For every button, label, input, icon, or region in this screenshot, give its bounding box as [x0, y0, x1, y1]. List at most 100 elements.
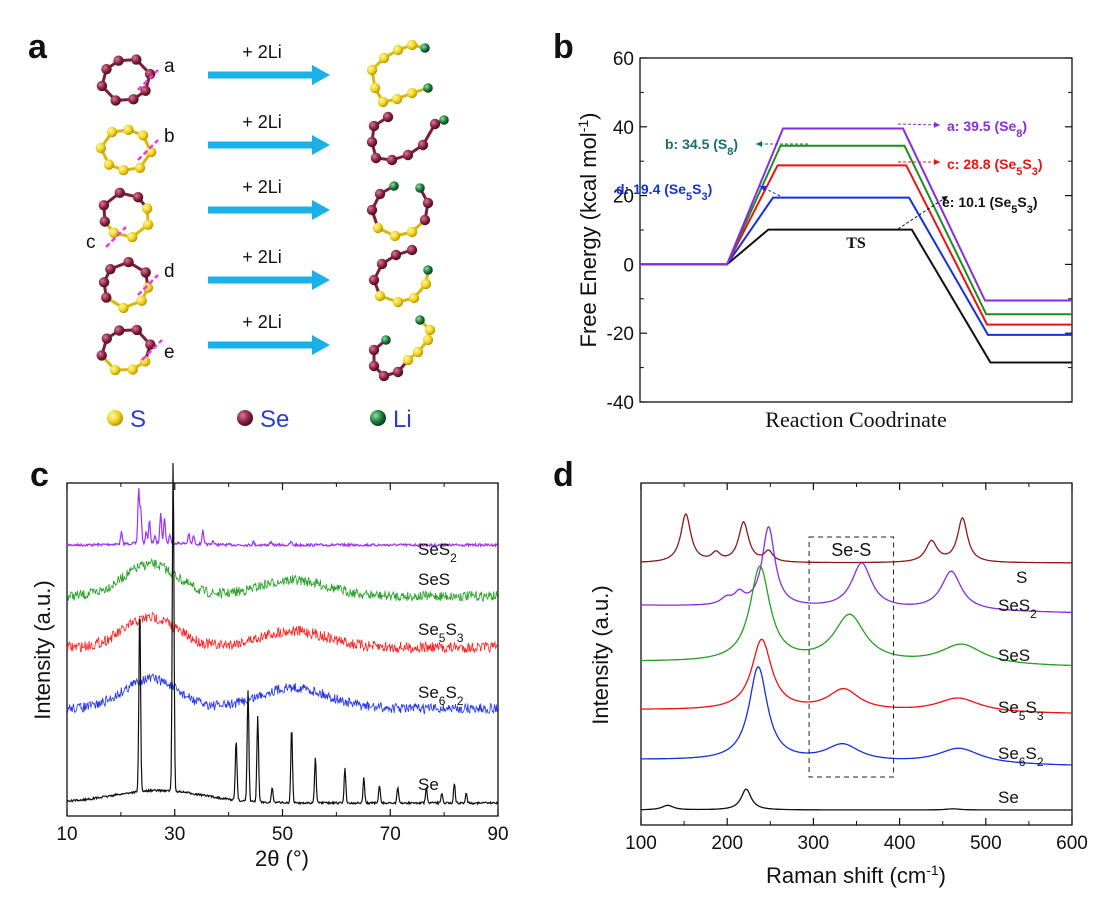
selenium-atom	[114, 325, 125, 336]
raman-spectrum	[641, 788, 1072, 811]
sulfur-atom	[106, 126, 118, 138]
panel-b-ylabel: Free Energy (kcal mol-1)	[575, 113, 601, 348]
cleavage-mark	[137, 274, 159, 296]
sulfur-atom	[408, 292, 420, 304]
sulfur-atom	[142, 219, 154, 230]
selenium-atom	[368, 120, 380, 132]
selenium-atom	[96, 80, 108, 92]
panel-a-label: a	[28, 28, 48, 66]
energy-label-b: b: 34.5 (S8)	[665, 136, 738, 158]
selenium-atom	[422, 197, 434, 209]
xrd-series-label: Se5S3	[418, 620, 464, 645]
selenium-atom	[128, 94, 139, 105]
lithium-atom	[381, 335, 391, 345]
selenium-atom	[110, 95, 121, 106]
sulfur-atom	[145, 146, 157, 158]
panel-c-xlabel: 2θ (°)	[255, 846, 309, 871]
selenium-atom	[406, 244, 418, 256]
selenium-atom	[390, 249, 402, 261]
ytick-label: -20	[607, 324, 634, 345]
xtick-label: 400	[884, 833, 916, 854]
reaction-arrowhead	[312, 200, 330, 220]
lithium-atom	[389, 181, 399, 191]
lithium-atom	[415, 183, 425, 193]
xrd-pattern	[66, 462, 499, 806]
energy-label-a: a: 39.5 (Se8)	[947, 118, 1027, 140]
cut-label-a: a	[164, 56, 175, 77]
sulfur-atom	[366, 64, 378, 76]
raman-spectrum	[641, 565, 1073, 667]
cut-label-d: d	[164, 261, 175, 282]
selenium-atom	[101, 64, 112, 75]
sulfur-atom	[127, 231, 138, 243]
panel-d-raman-chart: 100 200 300 400 500 600 SSeS2SeSSe5S3Se6S2Se …	[588, 482, 1088, 888]
xtick-label: 600	[1056, 833, 1088, 854]
raman-series-label: S	[1016, 568, 1027, 587]
selenium-atom	[114, 187, 125, 199]
panel-c-xrd-chart: 10 30 50 70 90 SeS2 SeS Se5S3 Se6S2 Se 2θ (°) In…	[30, 462, 509, 871]
sulfur-atom	[391, 93, 403, 105]
energy-label-c: c: 28.8 (Se5S3)	[947, 156, 1043, 178]
selenium-atom	[402, 149, 414, 161]
sulfur-atom	[142, 282, 154, 293]
sulfur-atom	[141, 203, 153, 214]
cleavage-mark	[137, 69, 159, 91]
panel-b-energy-chart: -40 -20 0 20 40 60 a: 39.5 (Se8) b: 34.5 (S8) c…	[575, 49, 1073, 432]
raman-series-label: Se	[998, 788, 1019, 807]
xrd-pattern	[66, 488, 499, 549]
sulfur-atom	[402, 354, 414, 366]
xrd-series-label: Se6S2	[418, 683, 464, 708]
sulfur-atom	[406, 226, 418, 238]
selenium-atom	[131, 54, 142, 65]
raman-series-label: Se5S3	[998, 698, 1044, 723]
sulfur-atom	[372, 222, 384, 234]
selenium-atom	[96, 350, 107, 361]
legend-se: Se	[260, 406, 289, 433]
panel-c-label: c	[30, 456, 49, 494]
selenium-atom	[366, 204, 378, 216]
xrd-pattern	[66, 557, 498, 602]
sulfur-atom	[412, 346, 424, 358]
ytick-label: 0	[623, 255, 634, 276]
cleavage-mark	[105, 226, 127, 248]
energy-path-a	[640, 127, 1072, 302]
selenium-atom	[382, 111, 394, 123]
selenium-atom	[123, 256, 134, 268]
sulfur-atom	[377, 96, 389, 108]
reaction-arrowhead	[312, 270, 330, 290]
sulfur-atom	[406, 87, 418, 99]
xrd-series-label: Se	[418, 775, 439, 794]
raman-spectrum	[641, 525, 1072, 614]
ytick-label: 20	[613, 187, 634, 208]
legend-li: Li	[393, 406, 412, 433]
raman-spectrum	[641, 638, 1073, 714]
arrow-label: + 2Li	[242, 312, 282, 332]
selenium-atom	[368, 274, 380, 286]
sulfur-atom	[424, 324, 436, 336]
sulfur-atom	[137, 130, 149, 141]
lithium-atom	[423, 83, 433, 93]
energy-label-e: e: 10.1 (Se5S3)	[942, 194, 1038, 216]
xtick-label: 50	[272, 824, 293, 845]
panel-b-xlabel: Reaction Coodrinate	[765, 407, 946, 432]
ytick-label: 60	[613, 49, 634, 70]
selenium-atom	[429, 118, 441, 130]
sulfur-atom	[127, 364, 138, 375]
xtick-label: 30	[164, 824, 185, 845]
panel-a-molecules: a + 2Li b + 2Li c + 2Li d + 2Li e + 2Li S Se Li	[86, 39, 449, 433]
lithium-atom	[439, 115, 449, 125]
raman-series-label: Se6S2	[998, 744, 1044, 769]
arrow-label: + 2Li	[242, 247, 282, 267]
reaction-arrowhead	[312, 135, 330, 155]
cleavage-mark	[141, 339, 163, 361]
selenium-atom	[98, 200, 110, 211]
xtick-label: 10	[56, 824, 77, 845]
cut-label-c: c	[86, 232, 96, 253]
selenium-atom	[98, 277, 110, 288]
xtick-label: 200	[711, 833, 743, 854]
sulfur-atom	[103, 159, 115, 170]
selenium-atom	[101, 292, 112, 303]
sulfur-atom	[374, 290, 386, 302]
selenium-atom	[376, 258, 388, 270]
